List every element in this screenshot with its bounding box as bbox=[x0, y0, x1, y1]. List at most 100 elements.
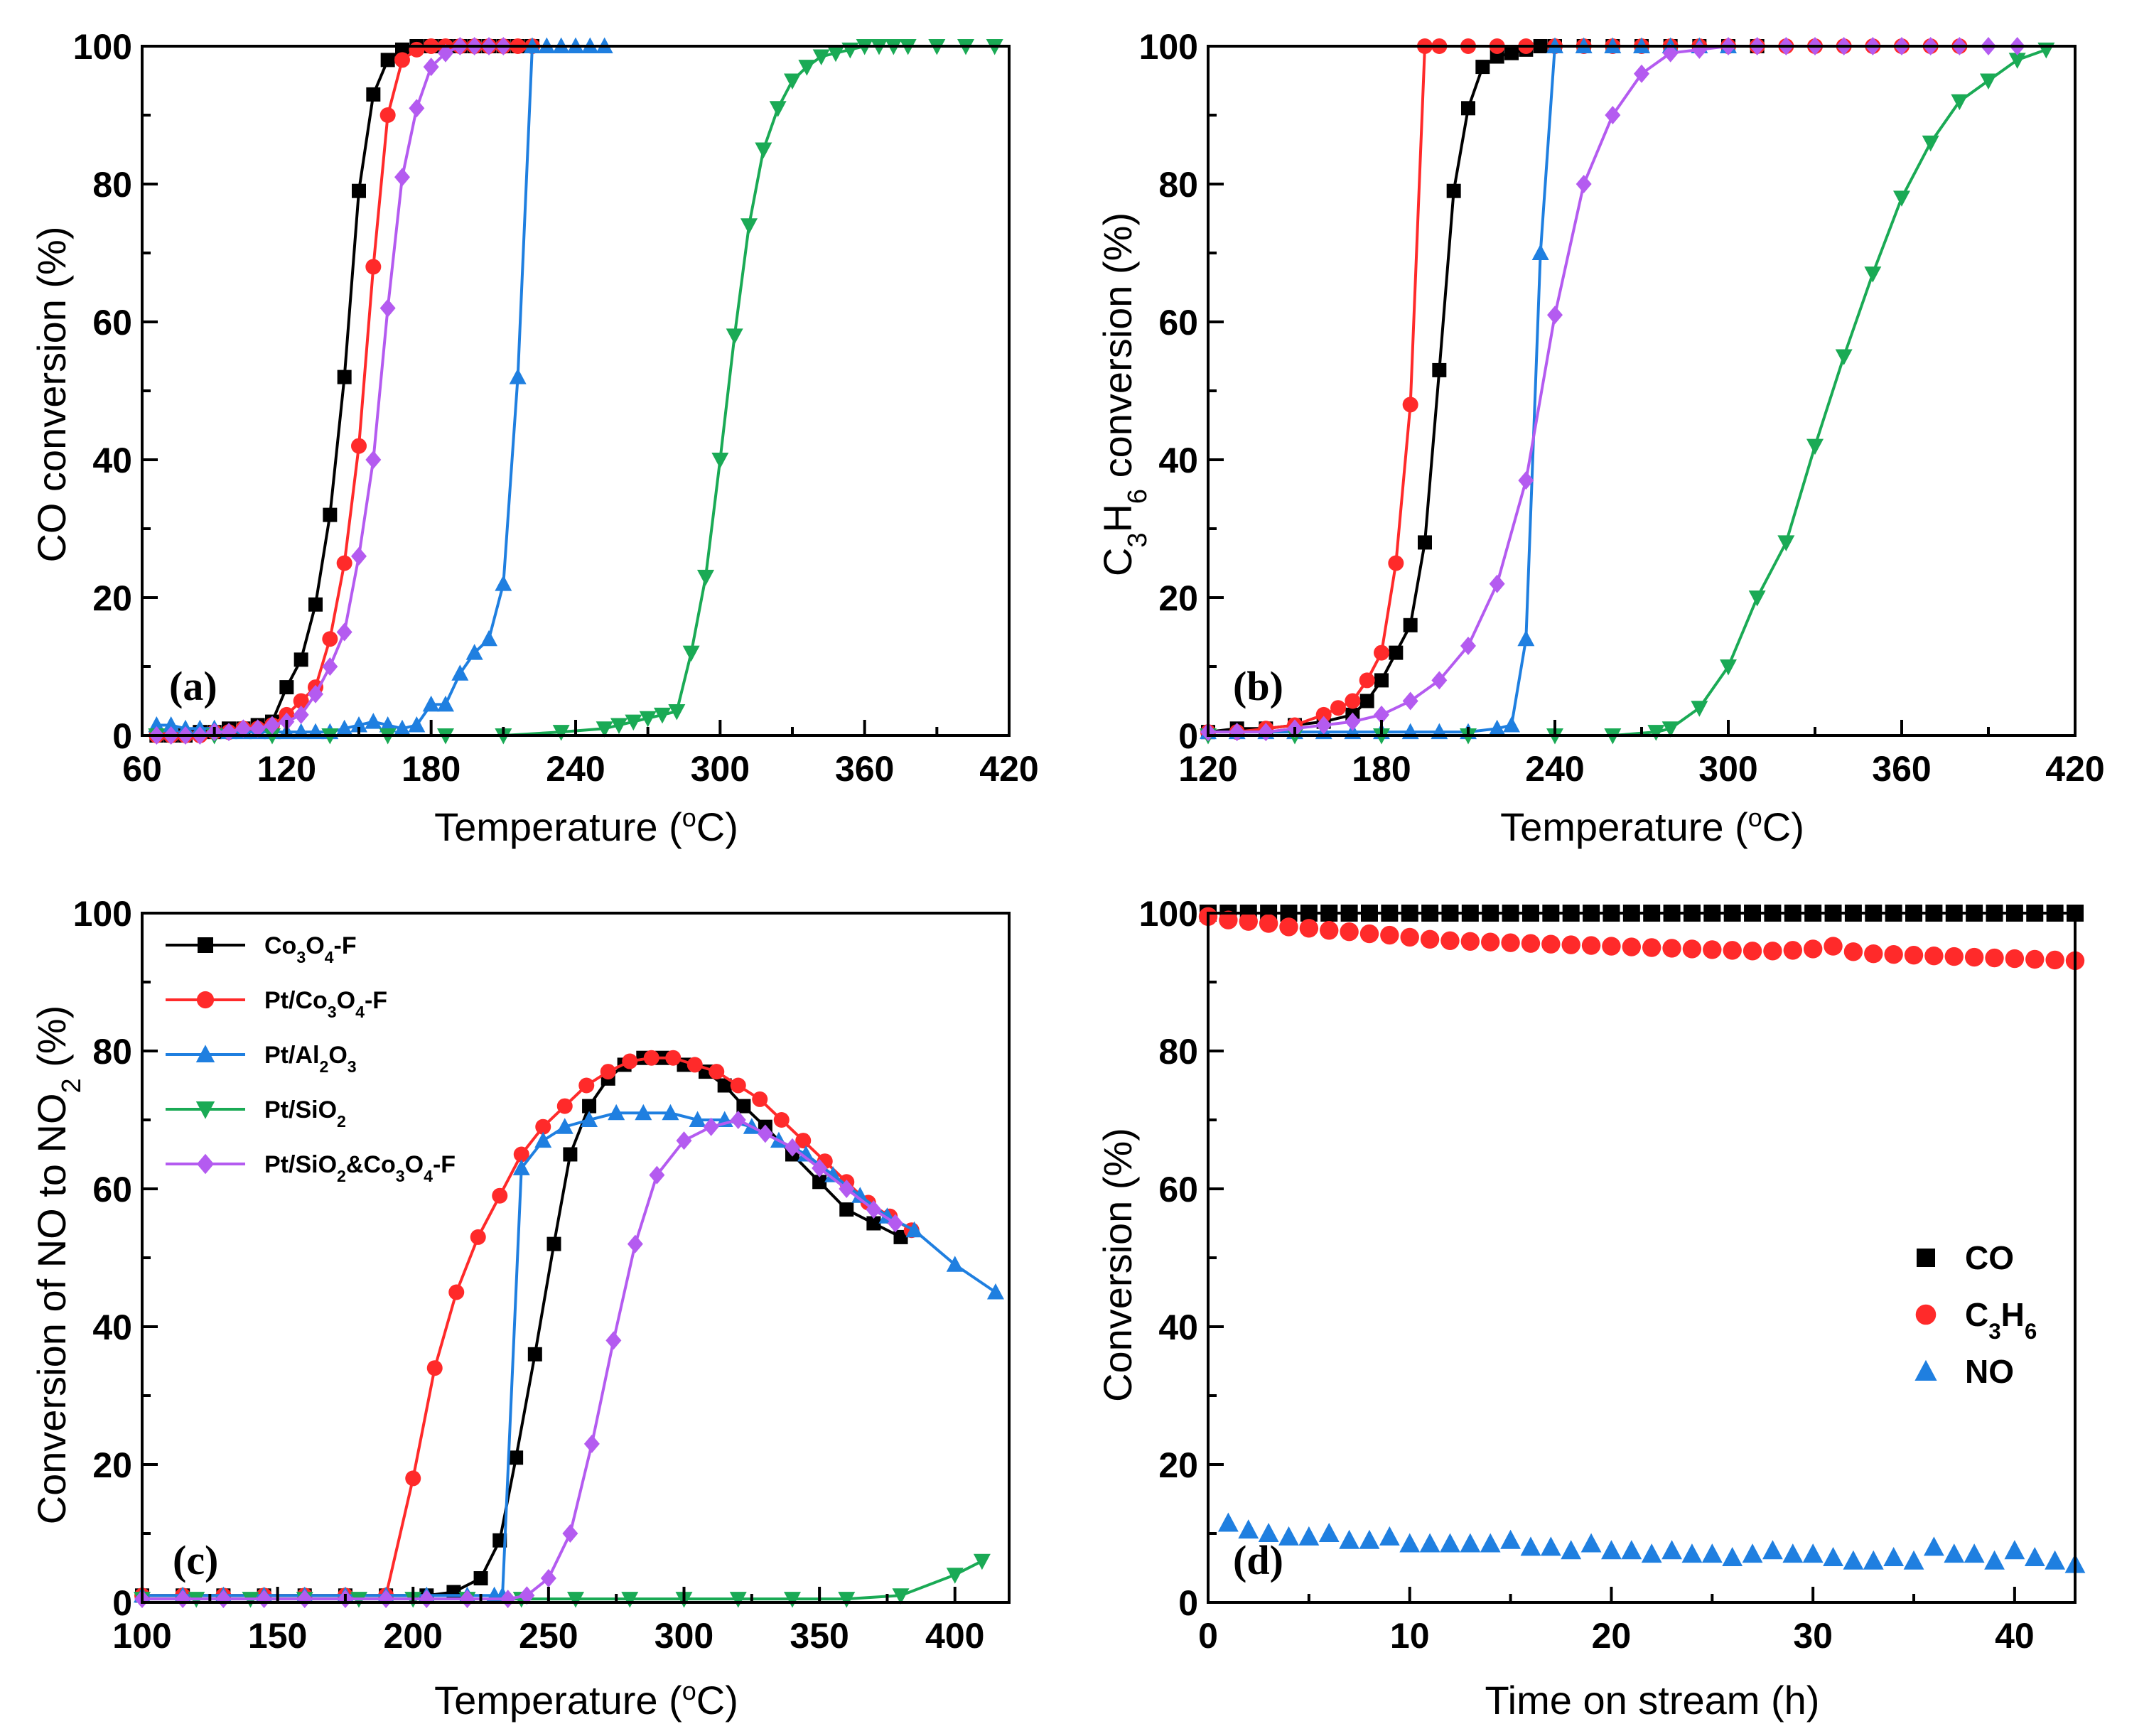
data-point-pt-sio2 bbox=[1748, 591, 1766, 607]
data-point-pt-co3o4-f bbox=[535, 1118, 551, 1135]
legend-marker bbox=[195, 1101, 215, 1119]
data-point-pt-sio2 bbox=[625, 714, 642, 731]
data-point-pt-al2o3 bbox=[350, 716, 367, 733]
data-point-pt-co3o4-f bbox=[752, 1091, 768, 1107]
data-point-co3o4-f bbox=[546, 1236, 561, 1251]
data-point-no bbox=[1944, 1543, 1965, 1563]
data-point-pt-sio2-co3o4-f bbox=[676, 1131, 692, 1150]
data-point-pt-sio2-co3o4-f bbox=[423, 58, 439, 77]
y-tick-label: 100 bbox=[73, 27, 132, 67]
data-point-pt-co3o4-f bbox=[405, 1470, 421, 1487]
data-point-pt-sio2-co3o4-f bbox=[1662, 43, 1679, 63]
data-point-co3o4-f bbox=[293, 652, 308, 667]
data-point-co3o4-f bbox=[1359, 694, 1374, 708]
panel-a-label: (a) bbox=[169, 663, 217, 709]
data-point-pt-sio2-co3o4-f bbox=[322, 657, 338, 676]
legend-item-c3h6: C3H6 bbox=[1915, 1296, 2037, 1344]
data-point-no bbox=[1923, 1536, 1944, 1556]
x-tick-label: 30 bbox=[1793, 1616, 1833, 1656]
data-point-pt-sio2-co3o4-f bbox=[730, 1111, 746, 1129]
data-point-c3h6 bbox=[1642, 938, 1661, 957]
y-tick-label: 20 bbox=[1158, 578, 1198, 618]
data-point-pt-co3o4-f bbox=[365, 259, 382, 275]
data-point-pt-al2o3 bbox=[556, 1118, 573, 1134]
data-point-co3o4-f bbox=[279, 680, 294, 695]
x-tick-label: 120 bbox=[1178, 749, 1237, 789]
data-point-co3o4-f bbox=[839, 1202, 854, 1217]
data-point-pt-al2o3 bbox=[905, 1221, 923, 1238]
data-point-co3o4-f bbox=[563, 1147, 578, 1162]
data-point-pt-co3o4-f bbox=[556, 1098, 573, 1114]
series-line-pt-sio2 bbox=[156, 45, 995, 737]
data-point-no bbox=[1843, 1550, 1864, 1570]
x-tick-label: 250 bbox=[519, 1616, 578, 1656]
data-point-pt-sio2-co3o4-f bbox=[308, 684, 323, 703]
data-point-c3h6 bbox=[1703, 940, 1722, 959]
data-point-pt-al2o3 bbox=[162, 716, 180, 733]
panel-b-axes: 120 180 240 300 360 420 0 20 40 60 80 100 bbox=[1139, 27, 2105, 789]
data-point-pt-sio2 bbox=[621, 1592, 639, 1608]
series-pt-sio2 bbox=[148, 39, 1003, 745]
legend-marker bbox=[196, 1153, 215, 1175]
data-point-c3h6 bbox=[1400, 927, 1419, 947]
data-point-no bbox=[1399, 1533, 1421, 1553]
data-point-co3o4-f bbox=[1475, 60, 1490, 75]
panel-b-series bbox=[1200, 37, 2055, 745]
data-point-no bbox=[1782, 1543, 1804, 1563]
data-point-no bbox=[1419, 1533, 1440, 1553]
legend-item-co3o4-f: Co3O4-F bbox=[166, 932, 357, 966]
x-tick-label: 10 bbox=[1390, 1616, 1430, 1656]
panel-c-axes: 100 150 200 250 300 350 400 0 20 40 60 80 100 bbox=[73, 894, 1011, 1656]
y-tick-label: 40 bbox=[1158, 1308, 1198, 1347]
data-point-pt-sio2-co3o4-f bbox=[1460, 636, 1476, 655]
x-tick-label: 40 bbox=[1995, 1616, 2035, 1656]
data-point-no bbox=[1217, 1512, 1239, 1532]
data-point-pt-sio2 bbox=[2008, 53, 2026, 69]
data-point-co3o4-f bbox=[473, 1571, 488, 1586]
data-point-pt-al2o3 bbox=[946, 1256, 964, 1272]
data-point-pt-sio2 bbox=[729, 1592, 747, 1608]
data-point-c3h6 bbox=[1299, 919, 1319, 938]
data-point-pt-al2o3 bbox=[1488, 719, 1506, 736]
data-point-pt-sio2-co3o4-f bbox=[562, 1524, 578, 1543]
data-point-pt-al2o3 bbox=[851, 1187, 869, 1203]
data-point-no bbox=[1883, 1546, 1905, 1566]
panel-d-label: (d) bbox=[1233, 1537, 1283, 1583]
legend-marker bbox=[198, 937, 213, 953]
data-point-pt-co3o4-f bbox=[448, 1284, 465, 1300]
panel-d-legend: CO C3H6 NO bbox=[1914, 1239, 2037, 1390]
panel-b-label: (b) bbox=[1233, 663, 1283, 709]
data-point-c3h6 bbox=[1581, 936, 1601, 955]
data-point-pt-sio2 bbox=[1691, 701, 1708, 717]
data-point-pt-al2o3 bbox=[1517, 630, 1535, 647]
x-tick-label: 300 bbox=[1698, 749, 1757, 789]
x-tick-label: 180 bbox=[402, 749, 460, 789]
data-point-pt-sio2 bbox=[1922, 135, 1939, 152]
data-point-pt-sio2 bbox=[892, 1588, 910, 1605]
data-point-pt-co3o4-f bbox=[578, 1077, 595, 1094]
data-point-co3o4-f bbox=[866, 1216, 881, 1231]
data-point-no bbox=[2045, 1550, 2066, 1570]
data-point-pt-sio2-co3o4-f bbox=[839, 1180, 855, 1198]
data-point-pt-al2o3 bbox=[1503, 716, 1520, 733]
data-point-pt-al2o3 bbox=[394, 719, 411, 736]
data-point-c3h6 bbox=[1783, 941, 1802, 960]
data-point-c3h6 bbox=[1460, 932, 1480, 951]
data-point-pt-co3o4-f bbox=[394, 52, 410, 68]
series-line-pt-al2o3 bbox=[1208, 45, 1728, 734]
y-tick-label: 80 bbox=[92, 165, 132, 205]
data-point-c3h6 bbox=[1259, 914, 1278, 933]
data-point-co3o4-f bbox=[1446, 183, 1461, 198]
y-tick-label: 60 bbox=[92, 303, 132, 343]
data-point-no bbox=[1500, 1529, 1521, 1549]
data-point-pt-al2o3 bbox=[509, 368, 527, 384]
data-point-pt-sio2-co3o4-f bbox=[1345, 712, 1361, 731]
data-point-pt-sio2-co3o4-f bbox=[1634, 64, 1649, 83]
data-point-pt-co3o4-f bbox=[1388, 555, 1404, 571]
x-tick-label: 100 bbox=[112, 1616, 171, 1656]
series-line-pt-al2o3 bbox=[142, 1111, 997, 1597]
y-tick-label: 80 bbox=[1158, 165, 1198, 205]
data-point-no bbox=[1580, 1533, 1602, 1553]
panel-b-xlabel: Temperature (oC) bbox=[1500, 803, 1804, 850]
data-point-c3h6 bbox=[1440, 931, 1460, 951]
